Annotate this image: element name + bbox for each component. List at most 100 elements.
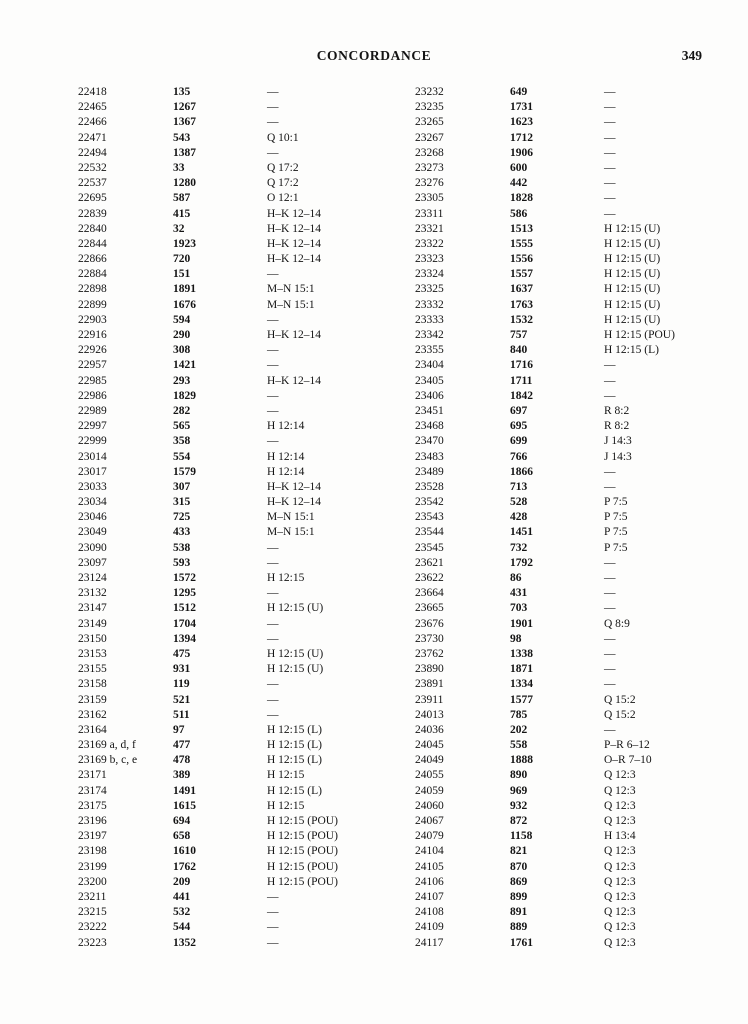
reference-cell: — bbox=[267, 921, 279, 934]
value-cell: 1267 bbox=[173, 101, 196, 114]
value-cell: 840 bbox=[510, 344, 528, 357]
reference-cell: H–K 12–14 bbox=[267, 374, 321, 387]
table-row: 22926 308 — bbox=[78, 343, 388, 358]
value-cell: 870 bbox=[510, 860, 528, 873]
reference-cell: H 12:15 (L) bbox=[267, 723, 322, 736]
table-row: 22532 33 Q 17:2 bbox=[78, 161, 388, 176]
table-row: 23147 1512 H 12:15 (U) bbox=[78, 601, 388, 616]
entry-id-cell: 23324 bbox=[415, 268, 444, 281]
reference-cell: H 12:15 (POU) bbox=[604, 329, 675, 341]
value-cell: 703 bbox=[510, 602, 528, 615]
value-cell: 1579 bbox=[173, 465, 196, 478]
value-cell: 528 bbox=[510, 496, 528, 509]
table-row: 24055 890 Q 12:3 bbox=[415, 768, 725, 783]
value-cell: 869 bbox=[510, 875, 528, 888]
value-cell: 415 bbox=[173, 207, 191, 220]
reference-cell: Q 15:2 bbox=[604, 693, 636, 706]
entry-id-cell: 23470 bbox=[415, 435, 444, 448]
entry-id-cell: 22997 bbox=[78, 420, 107, 433]
value-cell: 389 bbox=[173, 769, 191, 782]
value-cell: 969 bbox=[510, 784, 528, 797]
value-cell: 587 bbox=[173, 192, 191, 205]
table-row: 23911 1577 Q 15:2 bbox=[415, 693, 725, 708]
table-row: 23665 703 — bbox=[415, 601, 725, 616]
value-cell: 1555 bbox=[510, 237, 533, 250]
entry-id-cell: 24106 bbox=[415, 875, 444, 888]
table-row: 23621 1792 — bbox=[415, 556, 725, 571]
entry-id-cell: 23622 bbox=[415, 572, 444, 584]
value-cell: 713 bbox=[510, 480, 528, 493]
table-row: 23470 699 J 14:3 bbox=[415, 434, 725, 449]
reference-cell: — bbox=[604, 480, 616, 493]
table-row: 22839 415 H–K 12–14 bbox=[78, 207, 388, 222]
value-cell: 282 bbox=[173, 404, 191, 417]
value-cell: 1556 bbox=[510, 253, 533, 266]
value-cell: 1901 bbox=[510, 617, 533, 630]
table-row: 24013 785 Q 15:2 bbox=[415, 708, 725, 723]
entry-id-cell: 22844 bbox=[78, 237, 107, 250]
entry-id-cell: 23342 bbox=[415, 329, 444, 341]
reference-cell: H 13:4 bbox=[604, 830, 636, 843]
reference-cell: — bbox=[604, 587, 616, 600]
reference-cell: Q 12:3 bbox=[604, 875, 636, 888]
value-cell: 1637 bbox=[510, 283, 533, 296]
entry-id-cell: 22898 bbox=[78, 283, 107, 296]
entry-id-cell: 23404 bbox=[415, 359, 444, 372]
table-row: 23171 389 H 12:15 bbox=[78, 768, 388, 783]
entry-id-cell: 23014 bbox=[78, 450, 107, 463]
reference-cell: — bbox=[267, 541, 279, 554]
reference-cell: — bbox=[267, 313, 279, 326]
reference-cell: H 12:15 (U) bbox=[267, 663, 324, 676]
reference-cell: H 12:15 (U) bbox=[267, 602, 324, 615]
value-cell: 699 bbox=[510, 435, 528, 448]
entry-id-cell: 22532 bbox=[78, 161, 107, 174]
value-cell: 594 bbox=[173, 313, 191, 326]
value-cell: 891 bbox=[510, 906, 528, 919]
value-cell: 565 bbox=[173, 420, 191, 433]
value-cell: 431 bbox=[510, 587, 528, 600]
table-row: 24059 969 Q 12:3 bbox=[415, 784, 725, 799]
reference-cell: — bbox=[604, 146, 616, 159]
entry-id-cell: 23174 bbox=[78, 784, 107, 797]
value-cell: 308 bbox=[173, 344, 191, 357]
reference-cell: — bbox=[604, 678, 616, 691]
entry-id-cell: 23232 bbox=[415, 86, 444, 98]
reference-cell: P 7:5 bbox=[604, 541, 628, 554]
reference-cell: — bbox=[267, 632, 279, 645]
value-cell: 1387 bbox=[173, 146, 196, 159]
table-row: 23159 521 — bbox=[78, 693, 388, 708]
value-cell: 521 bbox=[173, 693, 191, 706]
value-cell: 290 bbox=[173, 329, 191, 341]
value-cell: 1923 bbox=[173, 237, 196, 250]
table-row: 23468 695 R 8:2 bbox=[415, 419, 725, 434]
table-row: 23200 209 H 12:15 (POU) bbox=[78, 875, 388, 890]
reference-cell: — bbox=[604, 572, 616, 584]
entry-id-cell: 23049 bbox=[78, 526, 107, 539]
table-row: 23321 1513 H 12:15 (U) bbox=[415, 222, 725, 237]
table-row: 23762 1338 — bbox=[415, 647, 725, 662]
reference-cell: H–K 12–14 bbox=[267, 237, 321, 250]
table-row: 22999 358 — bbox=[78, 434, 388, 449]
entry-id-cell: 23153 bbox=[78, 647, 107, 660]
reference-cell: P 7:5 bbox=[604, 526, 628, 539]
entry-id-cell: 23175 bbox=[78, 799, 107, 812]
value-cell: 1615 bbox=[173, 799, 196, 812]
value-cell: 98 bbox=[510, 632, 522, 645]
table-row: 22986 1829 — bbox=[78, 389, 388, 404]
concordance-column-left: 22418 135 — 22465 1267 — 22466 1367 — 22471 543 Q 1… bbox=[78, 85, 388, 951]
table-row: 23164 97 H 12:15 (L) bbox=[78, 723, 388, 738]
value-cell: 732 bbox=[510, 541, 528, 554]
table-row: 22418 135 — bbox=[78, 85, 388, 100]
table-row: 23149 1704 — bbox=[78, 617, 388, 632]
reference-cell: H–K 12–14 bbox=[267, 253, 321, 266]
reference-cell: — bbox=[267, 890, 279, 903]
table-row: 23891 1334 — bbox=[415, 677, 725, 692]
value-cell: 1295 bbox=[173, 587, 196, 600]
reference-cell: Q 12:3 bbox=[604, 845, 636, 858]
entry-id-cell: 23406 bbox=[415, 389, 444, 402]
entry-id-cell: 22899 bbox=[78, 298, 107, 311]
table-row: 24079 1158 H 13:4 bbox=[415, 829, 725, 844]
reference-cell: H 12:14 bbox=[267, 420, 305, 433]
table-row: 23174 1491 H 12:15 (L) bbox=[78, 784, 388, 799]
table-row: 23232 649 — bbox=[415, 85, 725, 100]
